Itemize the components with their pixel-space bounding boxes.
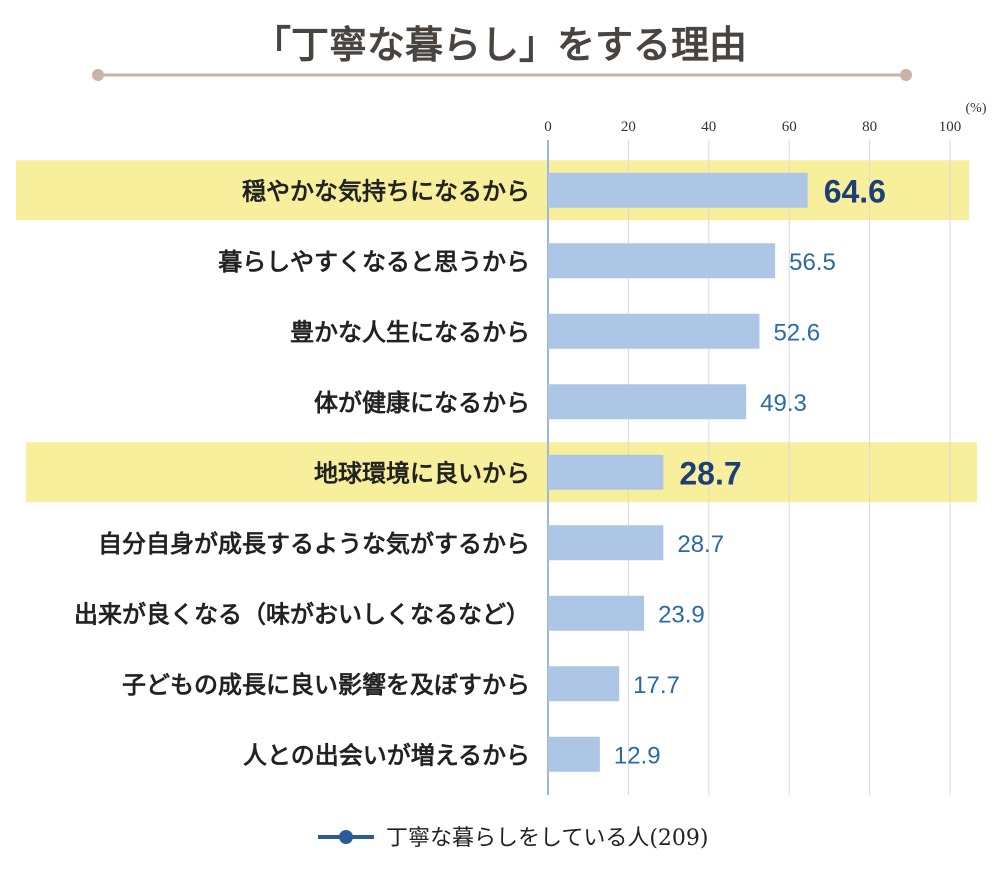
bar — [548, 666, 620, 702]
value-label: 52.6 — [773, 319, 820, 346]
value-label: 17.7 — [633, 672, 680, 699]
value-label: 12.9 — [614, 742, 661, 769]
x-tick-label: 100 — [939, 119, 962, 135]
unit-label: (%) — [966, 101, 987, 116]
bar — [548, 454, 664, 490]
bar — [548, 736, 600, 772]
value-label: 28.7 — [677, 531, 724, 558]
legend-dot-marker — [339, 830, 353, 844]
value-label: 64.6 — [824, 173, 886, 209]
category-label: 穏やかな気持ちになるから — [242, 176, 530, 205]
category-label: 暮らしやすくなると思うから — [218, 247, 530, 276]
highlight-band — [26, 442, 977, 503]
x-tick-label: 60 — [782, 119, 797, 135]
bar — [548, 313, 760, 349]
category-label: 子どもの成長に良い影響を及ぼすから — [122, 670, 530, 699]
value-label: 49.3 — [760, 390, 807, 417]
bar — [548, 172, 808, 208]
x-tick-label: 20 — [621, 119, 636, 135]
category-label: 出来が良くなる（味がおいしくなるなど） — [74, 599, 530, 628]
bar — [548, 243, 776, 279]
value-label: 28.7 — [679, 455, 741, 491]
x-tick-label: 0 — [544, 119, 552, 135]
category-label: 地球環境に良いから — [314, 458, 530, 487]
value-label: 56.5 — [789, 249, 836, 276]
category-label: 自分自身が成長するような気がするから — [98, 529, 530, 558]
x-tick-label: 80 — [862, 119, 877, 135]
bar — [548, 525, 664, 561]
category-label: 豊かな人生になるから — [290, 317, 530, 346]
value-label: 23.9 — [658, 601, 705, 628]
category-label: 体が健康になるから — [314, 388, 530, 417]
title-underline — [92, 69, 912, 81]
legend: 丁寧な暮らしをしている人(209) — [318, 826, 709, 851]
category-label: 人との出会いが増えるから — [243, 740, 530, 769]
bar — [548, 595, 645, 631]
bar — [548, 384, 747, 420]
chart-title: 「丁寧な暮らし」をする理由 — [253, 22, 747, 67]
x-tick-label: 40 — [701, 119, 716, 135]
highlight-band — [16, 160, 969, 221]
legend-label: 丁寧な暮らしをしている人(209) — [386, 826, 709, 851]
